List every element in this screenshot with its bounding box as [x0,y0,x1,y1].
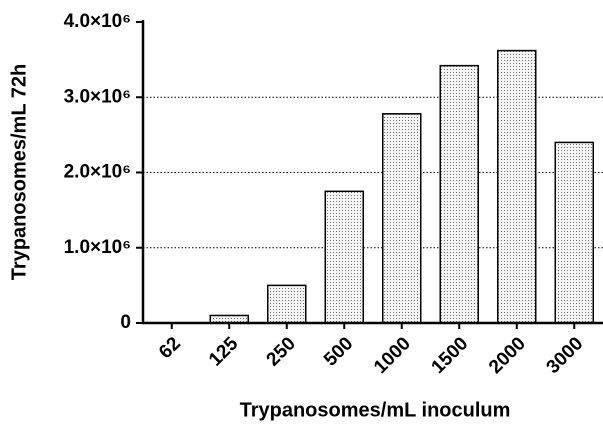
x-tick-label: 125 [205,333,243,371]
x-axis-title: Trypanosomes/mL inoculum [240,399,511,421]
x-tick-label: 3000 [543,333,588,378]
x-tick-label: 1500 [428,333,473,378]
x-tick-label: 62 [155,333,185,363]
bar [497,49,537,324]
y-tick-label: 2.0×10⁶ [64,162,131,183]
x-tick-label: 500 [320,333,357,370]
x-tick-label: 1000 [370,333,415,378]
x-tick-label: 250 [263,333,300,370]
y-tick-label: 3.0×10⁶ [64,86,131,107]
bar [382,113,422,324]
bar [267,284,307,324]
y-tick-label: 1.0×10⁶ [64,237,131,258]
bar [554,141,594,324]
y-tick-label: 0 [120,312,131,333]
y-tick-label: 4.0×10⁶ [64,11,131,32]
y-axis-title: Trypanosomes/mL 72h [8,64,30,280]
bar [439,64,479,324]
bar [324,190,364,324]
x-tick-label: 2000 [485,333,530,378]
